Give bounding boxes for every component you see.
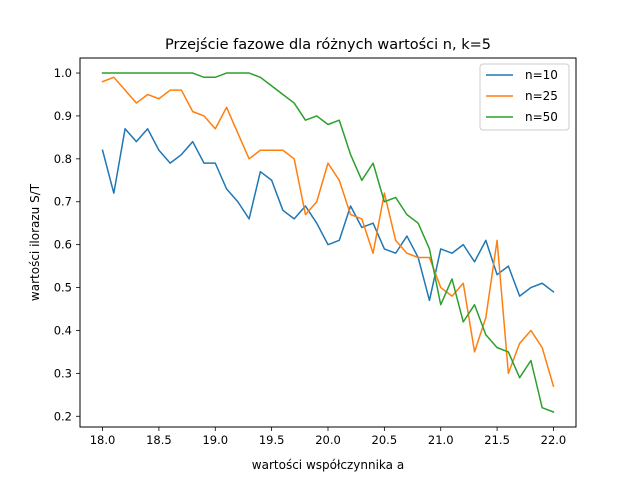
- y-tick-label: 0.4: [54, 323, 72, 337]
- legend: n=10 n=25 n=50: [479, 63, 570, 131]
- x-tick-label: 19.0: [202, 433, 228, 447]
- y-tick-label: 0.9: [54, 109, 72, 123]
- x-tick-label: 18.0: [90, 433, 116, 447]
- x-tick-label: 19.5: [259, 433, 285, 447]
- x-tick-label: 20.0: [315, 433, 341, 447]
- x-tick-label: 20.5: [372, 433, 398, 447]
- x-tick-label: 18.5: [146, 433, 172, 447]
- plot-frame: [79, 57, 577, 428]
- y-tick-label: 1.0: [54, 66, 72, 80]
- x-tick-label: 22.0: [541, 433, 567, 447]
- series-line-1: [101, 128, 555, 302]
- series-line-3: [101, 72, 555, 413]
- x-tick-label: 21.0: [428, 433, 454, 447]
- chart-title: Przejście fazowe dla różnych wartości n,…: [165, 37, 491, 53]
- y-axis-label: wartości ilorazu S/T: [28, 183, 42, 301]
- x-axis-ticks: 18.0 18.5 19.0 19.5 20.0 20.5 21.0 21.5 22.0: [90, 427, 567, 447]
- series-line-2: [101, 76, 555, 388]
- y-tick-label: 0.2: [54, 409, 72, 423]
- x-tick-label: 21.5: [484, 433, 510, 447]
- y-tick-label: 0.6: [54, 238, 72, 252]
- y-tick-label: 0.8: [54, 152, 72, 166]
- y-axis-ticks: 0.2 0.3 0.4 0.5 0.6 0.7 0.8 0.9 1.0: [54, 66, 80, 423]
- legend-label-1: n=10: [525, 68, 558, 82]
- legend-box: [479, 63, 570, 131]
- y-tick-label: 0.5: [54, 281, 72, 295]
- x-axis-label: wartości współczynnika a: [252, 458, 404, 472]
- y-tick-label: 0.7: [54, 195, 72, 209]
- y-tick-label: 0.3: [54, 366, 72, 380]
- series-layer: [101, 72, 555, 413]
- legend-label-3: n=50: [525, 110, 558, 124]
- legend-label-2: n=25: [525, 89, 558, 103]
